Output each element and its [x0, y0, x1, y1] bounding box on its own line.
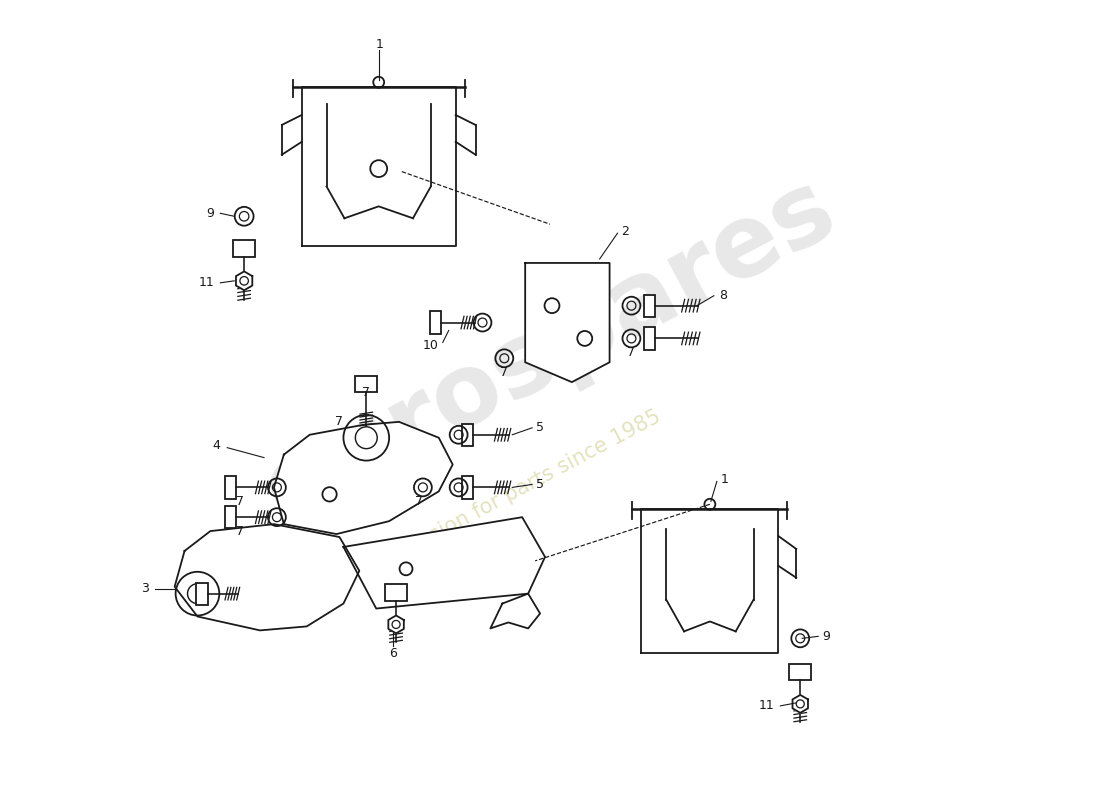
Text: 7: 7 [236, 494, 244, 508]
Text: 8: 8 [718, 290, 727, 302]
Text: 7: 7 [362, 386, 371, 398]
Bar [224, 506, 235, 528]
Polygon shape [175, 524, 360, 630]
Text: 1: 1 [720, 473, 728, 486]
Bar [644, 294, 654, 317]
Text: 7: 7 [236, 525, 244, 538]
Bar [197, 582, 208, 605]
Text: 5: 5 [536, 478, 544, 491]
Bar [430, 311, 441, 334]
Text: 10: 10 [422, 339, 439, 352]
Text: 9: 9 [822, 630, 830, 643]
Text: 7: 7 [415, 494, 422, 508]
Text: eurospares: eurospares [249, 159, 851, 542]
Text: 7: 7 [627, 346, 636, 359]
Text: 5: 5 [536, 422, 544, 434]
Text: 6: 6 [389, 646, 397, 660]
Bar [385, 584, 407, 601]
Bar [644, 327, 654, 350]
Text: 2: 2 [621, 225, 629, 238]
Polygon shape [792, 695, 808, 713]
Text: 9: 9 [207, 207, 215, 220]
Polygon shape [343, 517, 544, 609]
Text: 7: 7 [500, 366, 508, 378]
Bar [233, 240, 255, 257]
Text: a passion for parts since 1985: a passion for parts since 1985 [376, 406, 664, 572]
Text: 11: 11 [199, 276, 214, 290]
Text: 3: 3 [141, 582, 149, 595]
Bar [355, 376, 377, 393]
Text: 7: 7 [336, 415, 343, 428]
Bar [789, 664, 812, 681]
Polygon shape [388, 615, 404, 634]
Polygon shape [274, 422, 453, 534]
Bar [462, 424, 473, 446]
Text: 4: 4 [212, 439, 220, 452]
Polygon shape [525, 263, 609, 382]
Bar [224, 476, 235, 498]
Polygon shape [236, 271, 252, 290]
Bar [462, 476, 473, 498]
Text: 11: 11 [759, 699, 774, 712]
Text: 1: 1 [375, 38, 383, 51]
